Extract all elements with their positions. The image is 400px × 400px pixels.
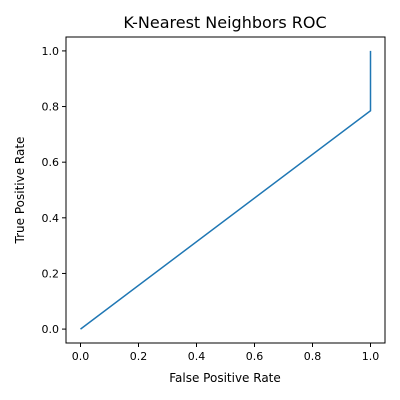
x-tick-label: 0.8 bbox=[304, 350, 322, 363]
x-axis: 0.0 0.2 0.4 0.6 0.8 1.0 bbox=[72, 343, 380, 363]
y-tick-label: 0.8 bbox=[42, 101, 60, 114]
y-tick-label: 1.0 bbox=[42, 45, 60, 58]
plot-frame bbox=[65, 36, 386, 344]
y-tick-label: 0.2 bbox=[42, 267, 60, 280]
y-tick-label: 0.6 bbox=[42, 156, 60, 169]
y-axis: 0.0 0.2 0.4 0.6 0.8 1.0 bbox=[42, 45, 66, 336]
series-layer bbox=[80, 50, 372, 330]
roc-curve-line bbox=[80, 50, 372, 330]
x-tick-label: 0.6 bbox=[246, 350, 264, 363]
x-tick-label: 0.0 bbox=[72, 350, 90, 363]
x-tick-label: 0.2 bbox=[130, 350, 148, 363]
y-axis-label: True Positive Rate bbox=[13, 137, 27, 245]
x-tick-label: 1.0 bbox=[362, 350, 380, 363]
chart-title: K-Nearest Neighbors ROC bbox=[123, 13, 326, 32]
y-tick-label: 0.0 bbox=[42, 323, 60, 336]
y-tick-label: 0.4 bbox=[42, 212, 60, 225]
x-tick-label: 0.4 bbox=[188, 350, 206, 363]
x-axis-label: False Positive Rate bbox=[169, 371, 281, 385]
